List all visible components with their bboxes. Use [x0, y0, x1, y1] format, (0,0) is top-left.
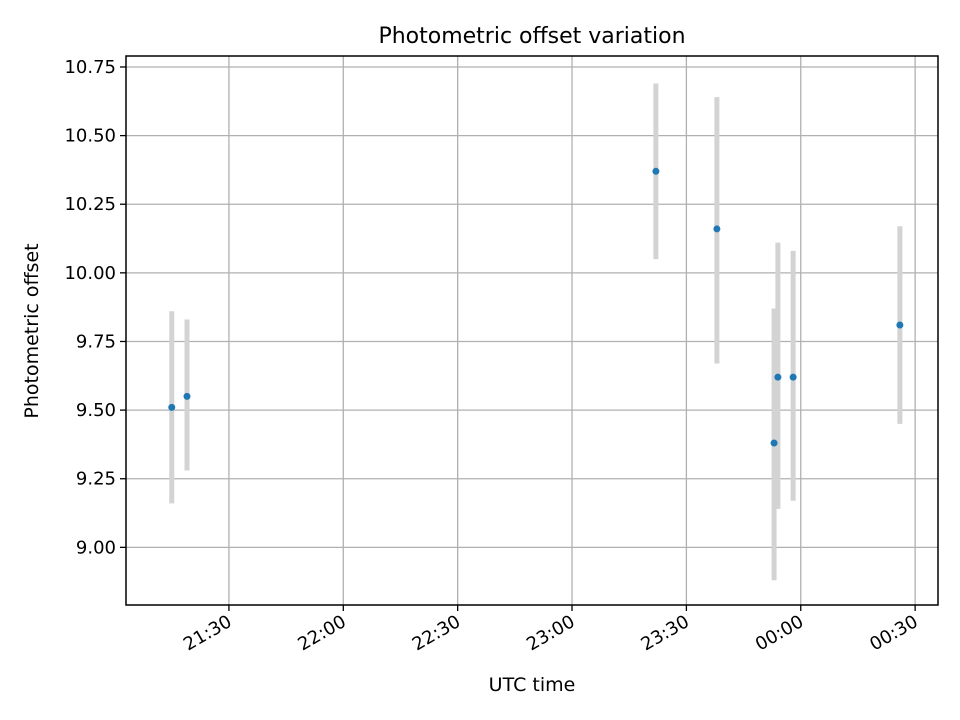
- data-point: [713, 225, 721, 233]
- y-tick-label: 10.75: [64, 57, 116, 78]
- y-tick-label: 10.00: [64, 263, 116, 284]
- y-tick-label: 9.50: [76, 400, 116, 421]
- chart-title: Photometric offset variation: [378, 24, 685, 49]
- y-tick-label: 9.00: [76, 537, 116, 558]
- x-axis: 21:30 22:00 22:30 23:00 23:30 00:00 00:30: [180, 605, 922, 655]
- y-axis: 9.00 9.25 9.50 9.75 10.00 10.25 10.50 10.75: [64, 57, 126, 558]
- x-tick-label: 22:30: [409, 611, 464, 655]
- x-tick-label: 22:00: [294, 611, 349, 655]
- y-axis-label: Photometric offset: [21, 243, 43, 418]
- y-tick-label: 9.25: [76, 469, 116, 490]
- x-tick-label: 23:00: [523, 611, 578, 655]
- data-point: [774, 373, 782, 381]
- x-tick-label: 00:00: [752, 611, 807, 655]
- data-point: [168, 403, 176, 411]
- x-axis-label: UTC time: [489, 674, 576, 696]
- plot-area-frame: [125, 55, 939, 606]
- grid: [126, 56, 938, 605]
- data-point: [183, 392, 191, 400]
- x-tick-label: 21:30: [180, 611, 235, 655]
- error-bars: [169, 83, 903, 581]
- data-point: [652, 167, 660, 175]
- x-tick-label: 23:30: [637, 611, 692, 655]
- y-tick-label: 10.25: [64, 194, 116, 215]
- x-tick-label: 00:30: [866, 611, 921, 655]
- y-tick-label: 10.50: [64, 126, 116, 147]
- data-point: [770, 439, 778, 447]
- y-tick-label: 9.75: [76, 331, 116, 352]
- data-point: [789, 373, 797, 381]
- data-point: [896, 321, 904, 329]
- data-points: [168, 167, 904, 447]
